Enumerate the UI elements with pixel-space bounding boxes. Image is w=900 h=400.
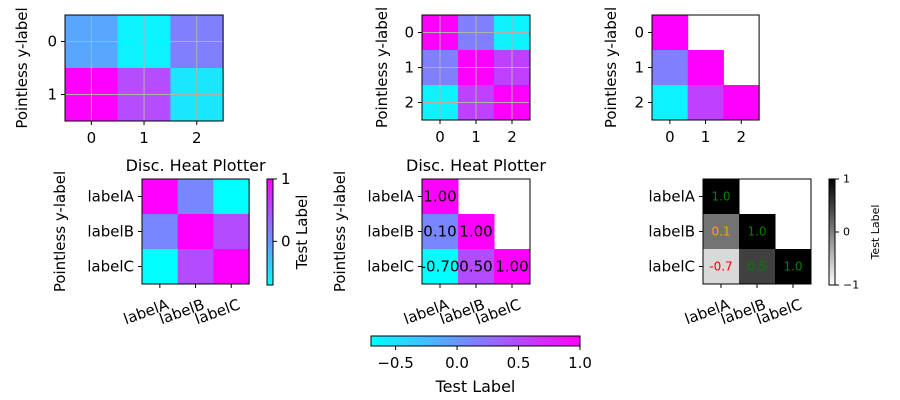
cell-annotation: 1.00 (423, 188, 456, 206)
heatmap-cell-r1-c1 (177, 214, 214, 250)
heatmap-panel-bottom-right: 1.00.1 1.0-0.7 0.5 1.0labelAlabelBlabelClab… (648, 173, 882, 329)
heatmap-cell-r2-c1 (458, 249, 495, 285)
x-tick-label: 2 (192, 129, 202, 147)
cell-annotation: 0.10 (423, 223, 456, 241)
heatmap-cell-r0-c0 (652, 15, 689, 51)
y-tick-label: 1 (634, 59, 644, 77)
colorbar-tick-label: 1 (843, 173, 850, 186)
x-tick-label: 1 (471, 128, 481, 146)
y-tick-label: labelC (367, 258, 414, 276)
colorbar-tick-label: 0.0 (445, 354, 469, 372)
heatmap-cell-r2-c1 (739, 249, 776, 285)
cell-annotation: -0.70 (421, 258, 460, 276)
heatmap-cell-r2-c0 (652, 85, 689, 121)
heatmap-cell-r1-c1 (458, 214, 495, 250)
y-axis-label: Pointless y-label (51, 171, 69, 292)
heatmap-cell-r0-c0 (142, 179, 179, 215)
heatmap-panel-bottom-middle: 1.000.10 1.00-0.70 0.50 1.00labelAlabelBlab… (331, 156, 592, 396)
y-tick-label: 2 (634, 94, 644, 112)
y-tick-label: 0 (634, 24, 644, 42)
colorbar (370, 335, 581, 347)
y-tick-label: labelA (87, 188, 134, 206)
cell-annotation: 1.00 (495, 258, 528, 276)
heatmap-cell-r2-c2 (775, 249, 812, 285)
heatmap-cell-r2-c1 (687, 85, 724, 121)
y-tick-label: 0 (404, 24, 414, 42)
colorbar-tick-label: 1 (281, 170, 291, 188)
colorbar-tick-label: 0 (281, 232, 291, 250)
y-tick-label: labelA (648, 188, 695, 206)
y-axis-label: Pointless y-label (602, 7, 620, 128)
heatmap-cell-r2-c1 (177, 249, 214, 285)
y-axis-label: Pointless y-label (331, 171, 349, 292)
cell-annotation: 1.0 (783, 260, 802, 274)
x-tick-label: 0 (87, 129, 97, 147)
heatmap-cell-r0-c0 (703, 179, 740, 215)
colorbar (828, 178, 836, 286)
heatmap-cell-r1-c0 (422, 214, 459, 250)
cell-annotation: 0.5 (747, 260, 766, 274)
cell-annotation: 0.1 (711, 225, 730, 239)
y-tick-label: 1 (404, 59, 414, 77)
heatmap-cell-r0-c0 (422, 179, 459, 215)
cell-annotation: 1.00 (459, 223, 492, 241)
colorbar-tick-label: 0.5 (507, 354, 531, 372)
heatmap-cell-r2-c2 (723, 85, 760, 121)
heatmap-panel-top-middle: 0 1 2 0 1 2 Pointless y-label (373, 7, 531, 146)
colorbar-tick-label: 0 (843, 226, 850, 239)
colorbar-label: Test Label (293, 195, 311, 271)
heatmap-cell-r0-c1 (177, 179, 214, 215)
colorbar-tick-label: −0.5 (377, 354, 413, 372)
x-tick-label: 2 (736, 128, 746, 146)
colorbar-label: Test Label (869, 205, 882, 261)
x-tick-label: 1 (701, 128, 711, 146)
y-axis-label: Pointless y-label (13, 7, 31, 128)
cell-annotation: -0.7 (709, 260, 732, 274)
heatmap-panel-bottom-left: labelAlabelBlabelClabelAlabelBlabelCPoin… (51, 156, 311, 328)
colorbar-label: Test Label (435, 377, 516, 396)
colorbar-tick-label: −1 (843, 279, 859, 292)
cell-annotation: 0.50 (459, 258, 492, 276)
x-tick-label: 0 (665, 128, 675, 146)
y-tick-label: 1 (47, 86, 57, 104)
heatmap-cell-r1-c0 (703, 214, 740, 250)
y-tick-label: labelB (87, 223, 134, 241)
x-tick-label: 2 (507, 128, 517, 146)
heatmap-cell-r1-c1 (739, 214, 776, 250)
x-tick-label: 1 (139, 129, 149, 147)
colorbar-tick-label: 1.0 (568, 354, 592, 372)
cell-annotation: 1.0 (747, 225, 766, 239)
colorbar (266, 178, 274, 286)
heatmap-cell-r1-c2 (213, 214, 250, 250)
y-tick-label: labelB (367, 223, 414, 241)
chart-title: Disc. Heat Plotter (406, 156, 546, 175)
x-tick-label: 0 (435, 128, 445, 146)
y-tick-label: 0 (47, 33, 57, 51)
heatmap-cell-r1-c0 (652, 50, 689, 86)
cell-annotation: 1.0 (711, 190, 730, 204)
heatmap-cell-r2-c0 (142, 249, 179, 285)
y-axis-label: Pointless y-label (373, 7, 391, 128)
y-tick-label: labelC (87, 258, 134, 276)
heatmap-panel-top-left: 0 1 2 0 1 Pointless y-label (13, 7, 224, 147)
heatmap-panel-top-right: 0 1 2 0 1 2 Pointless y-label (602, 7, 760, 146)
heatmap-cell-r0-c2 (213, 179, 250, 215)
y-tick-label: labelC (648, 258, 695, 276)
chart-title: Disc. Heat Plotter (126, 156, 266, 175)
heatmap-cell-r2-c2 (494, 249, 531, 285)
y-tick-label: 2 (404, 94, 414, 112)
y-tick-label: labelB (648, 223, 695, 241)
heatmap-cell-r2-c0 (422, 249, 459, 285)
heatmap-cell-r2-c0 (703, 249, 740, 285)
y-tick-label: labelA (367, 188, 414, 206)
heatmap-cell-r1-c1 (687, 50, 724, 86)
heatmap-cell-r1-c0 (142, 214, 179, 250)
heatmap-cell-r2-c2 (213, 249, 250, 285)
